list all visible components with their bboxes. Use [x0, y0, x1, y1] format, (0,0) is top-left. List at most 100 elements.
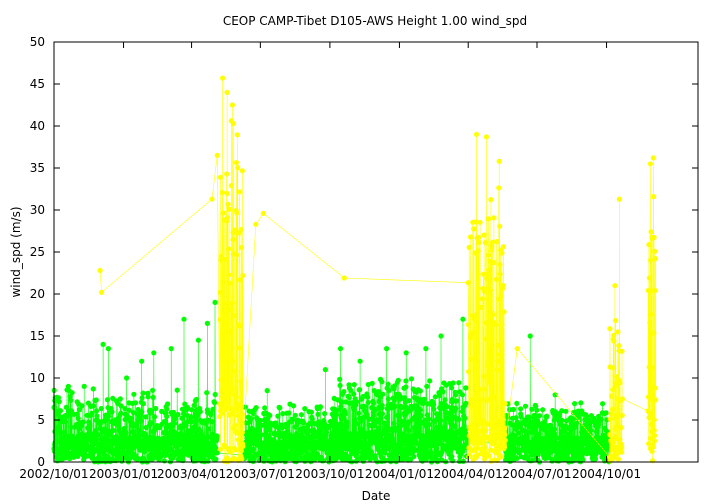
data-point: [476, 239, 482, 245]
data-point: [513, 415, 519, 421]
data-point: [501, 309, 507, 315]
data-point: [614, 451, 620, 457]
data-point: [610, 365, 616, 371]
data-point: [265, 434, 271, 440]
data-point: [481, 373, 487, 379]
data-point: [98, 405, 104, 412]
data-point: [424, 412, 430, 418]
data-point: [105, 346, 111, 352]
data-point: [561, 428, 567, 434]
data-point: [229, 358, 235, 364]
data-point: [646, 275, 653, 281]
data-point: [351, 406, 357, 413]
data-point: [76, 407, 83, 413]
data-point: [608, 411, 614, 417]
data-point: [191, 402, 197, 408]
data-point: [105, 413, 111, 419]
data-point: [238, 378, 244, 384]
data-point: [371, 423, 377, 429]
data-point: [651, 194, 657, 200]
data-point: [417, 407, 423, 413]
data-point: [529, 406, 535, 412]
data-point: [479, 438, 485, 444]
data-point: [424, 383, 430, 389]
data-point: [463, 400, 469, 406]
data-point: [277, 405, 283, 411]
data-point: [233, 160, 239, 166]
data-point: [93, 427, 99, 433]
data-point: [130, 410, 136, 416]
data-point: [250, 410, 256, 417]
data-point: [149, 456, 156, 462]
data-point: [220, 279, 227, 285]
data-point: [347, 454, 353, 460]
data-point: [302, 406, 308, 412]
data-point: [384, 414, 391, 420]
data-point: [95, 432, 101, 438]
data-point: [486, 252, 492, 258]
data-point: [648, 421, 655, 427]
data-point: [369, 380, 375, 386]
x-tick-label: 2003/01/01: [89, 467, 158, 481]
data-point: [229, 300, 235, 306]
data-point: [592, 456, 599, 462]
data-point: [228, 183, 234, 189]
data-point: [544, 413, 550, 419]
data-point: [209, 196, 215, 202]
data-point: [494, 358, 500, 364]
data-point: [237, 419, 244, 425]
data-point: [62, 419, 69, 425]
data-point: [411, 454, 417, 460]
data-point: [62, 455, 68, 461]
data-point: [518, 406, 524, 412]
data-point: [495, 422, 501, 428]
data-point: [118, 410, 124, 416]
data-point: [648, 257, 654, 263]
data-point: [474, 445, 480, 451]
y-tick-label: 45: [30, 77, 45, 91]
data-point: [448, 420, 454, 426]
data-point: [104, 397, 111, 403]
data-point: [131, 391, 137, 397]
data-point: [466, 244, 472, 250]
data-point: [398, 422, 404, 429]
data-point: [370, 400, 377, 406]
data-point: [117, 396, 123, 402]
data-point: [488, 197, 494, 203]
data-point: [474, 311, 480, 317]
data-point: [280, 411, 286, 417]
data-point: [378, 415, 384, 421]
data-point: [354, 399, 360, 405]
data-point: [467, 234, 474, 240]
data-point: [502, 432, 508, 438]
data-point: [486, 453, 492, 459]
series-2: [97, 75, 659, 465]
data-point: [239, 403, 245, 409]
data-point: [233, 368, 239, 374]
data-point: [426, 421, 432, 428]
data-point: [239, 429, 245, 436]
data-point: [139, 395, 145, 401]
data-point: [223, 301, 229, 307]
data-point: [460, 458, 466, 464]
data-point: [264, 388, 270, 394]
data-point: [392, 403, 398, 409]
data-point: [334, 412, 340, 418]
data-point: [415, 426, 421, 432]
data-point: [383, 428, 389, 434]
data-point: [97, 267, 103, 274]
data-point: [514, 455, 520, 461]
x-tick-label: 2004/10/01: [572, 467, 641, 481]
data-point: [496, 296, 502, 302]
data-point: [118, 403, 124, 409]
y-axis: 0 5 10 15 20 25 30 35 40 45 50: [30, 35, 698, 469]
data-point: [56, 399, 62, 405]
data-point: [298, 412, 304, 418]
data-point: [224, 215, 231, 221]
data-point: [646, 364, 652, 370]
data-point: [322, 367, 328, 373]
data-point: [614, 396, 620, 402]
data-point: [480, 296, 486, 302]
data-point: [209, 431, 216, 437]
